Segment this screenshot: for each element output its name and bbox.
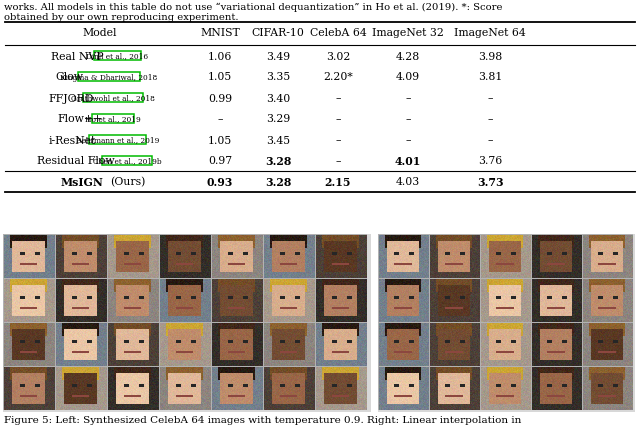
- Text: –: –: [335, 114, 340, 124]
- Text: –: –: [335, 135, 340, 145]
- Text: obtained by our own reproducing experiment.: obtained by our own reproducing experime…: [4, 13, 239, 22]
- Text: Figure 5: Left: Synthesized CelebA 64 images with temperature 0.9. Right: Linear: Figure 5: Left: Synthesized CelebA 64 im…: [4, 415, 522, 424]
- Text: 3.73: 3.73: [477, 177, 503, 187]
- Text: 3.76: 3.76: [478, 156, 502, 166]
- Text: 0.93: 0.93: [207, 177, 233, 187]
- Text: MsIGN: MsIGN: [61, 177, 104, 187]
- Text: MNIST: MNIST: [200, 28, 240, 38]
- Text: Model: Model: [83, 28, 117, 38]
- Text: Dinh et al., 2016: Dinh et al., 2016: [86, 53, 148, 60]
- Text: 0.99: 0.99: [208, 93, 232, 103]
- Text: 3.02: 3.02: [326, 51, 350, 61]
- Text: Kingma & Dhariwal, 2018: Kingma & Dhariwal, 2018: [61, 73, 157, 81]
- Text: –: –: [335, 93, 340, 103]
- Text: 1.06: 1.06: [208, 51, 232, 61]
- Text: CelebA 64: CelebA 64: [310, 28, 366, 38]
- Text: 3.28: 3.28: [265, 156, 291, 167]
- Text: –: –: [335, 156, 340, 166]
- Text: 2.20*: 2.20*: [323, 72, 353, 82]
- Text: Real NVP: Real NVP: [51, 51, 104, 61]
- Text: 3.49: 3.49: [266, 51, 290, 61]
- Text: 3.28: 3.28: [265, 177, 291, 187]
- Text: CIFAR-10: CIFAR-10: [252, 28, 305, 38]
- Text: 4.09: 4.09: [396, 72, 420, 82]
- Text: 3.29: 3.29: [266, 114, 290, 124]
- Text: Ho et al., 2019: Ho et al., 2019: [85, 115, 141, 123]
- Text: works. All models in this table do not use “variational dequantization” in Ho et: works. All models in this table do not u…: [4, 3, 502, 12]
- Text: FFJORD: FFJORD: [48, 93, 94, 103]
- Text: –: –: [405, 93, 411, 103]
- Text: 3.40: 3.40: [266, 93, 290, 103]
- Text: Grathwohl et al., 2018: Grathwohl et al., 2018: [71, 94, 155, 102]
- Text: ImageNet 64: ImageNet 64: [454, 28, 526, 38]
- Text: 3.35: 3.35: [266, 72, 290, 82]
- Text: 1.05: 1.05: [208, 135, 232, 145]
- Text: –: –: [217, 114, 223, 124]
- Text: 3.45: 3.45: [266, 135, 290, 145]
- Text: –: –: [487, 135, 493, 145]
- Text: i-ResNet: i-ResNet: [49, 135, 96, 145]
- Text: –: –: [487, 114, 493, 124]
- Text: 3.81: 3.81: [478, 72, 502, 82]
- Text: –: –: [487, 93, 493, 103]
- Text: 4.01: 4.01: [395, 156, 421, 167]
- Text: Flow++: Flow++: [58, 114, 102, 124]
- Text: 4.03: 4.03: [396, 177, 420, 187]
- Text: Glow: Glow: [56, 72, 84, 82]
- Text: 2.15: 2.15: [324, 177, 351, 187]
- Text: Behrmann et al., 2019: Behrmann et al., 2019: [76, 136, 159, 144]
- Text: 4.28: 4.28: [396, 51, 420, 61]
- Text: 0.97: 0.97: [208, 156, 232, 166]
- Text: (Ours): (Ours): [110, 177, 146, 187]
- Text: Residual Flow: Residual Flow: [37, 156, 115, 166]
- Text: 1.05: 1.05: [208, 72, 232, 82]
- Text: 3.98: 3.98: [478, 51, 502, 61]
- Text: Chen et al., 2019b: Chen et al., 2019b: [93, 157, 162, 165]
- Text: ImageNet 32: ImageNet 32: [372, 28, 444, 38]
- Text: –: –: [405, 114, 411, 124]
- Text: –: –: [405, 135, 411, 145]
